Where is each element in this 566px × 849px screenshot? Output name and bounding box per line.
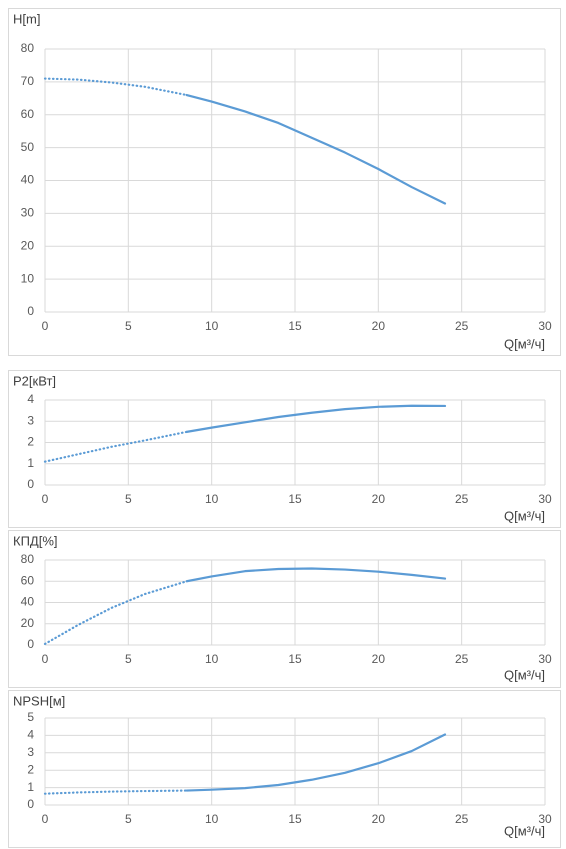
x-tick-label: 30 bbox=[538, 319, 552, 333]
x-axis-label: Q[м³/ч] bbox=[504, 508, 545, 523]
y-tick-label: 0 bbox=[27, 304, 34, 318]
panel-frame bbox=[8, 690, 561, 848]
x-tick-label: 30 bbox=[538, 652, 552, 666]
y-tick-label: 80 bbox=[21, 41, 35, 55]
x-tick-label: 5 bbox=[125, 319, 132, 333]
y-tick-label: 20 bbox=[21, 238, 35, 252]
x-tick-label: 25 bbox=[455, 652, 469, 666]
x-tick-label: 25 bbox=[455, 492, 469, 506]
x-tick-label: 30 bbox=[538, 812, 552, 826]
x-tick-label: 20 bbox=[372, 812, 386, 826]
y-tick-label: 1 bbox=[27, 456, 34, 470]
x-tick-label: 0 bbox=[42, 652, 49, 666]
y-axis-label: H[m] bbox=[13, 11, 40, 26]
curve bbox=[43, 789, 188, 795]
x-axis-label: Q[м³/ч] bbox=[504, 823, 545, 838]
y-tick-label: 5 bbox=[27, 710, 34, 724]
y-tick-label: 30 bbox=[21, 206, 35, 220]
x-tick-label: 20 bbox=[372, 319, 386, 333]
y-tick-label: 3 bbox=[27, 413, 34, 427]
y-tick-label: 2 bbox=[27, 435, 34, 449]
panel-frame bbox=[8, 530, 561, 688]
y-tick-label: 10 bbox=[21, 271, 35, 285]
x-tick-label: 10 bbox=[205, 319, 219, 333]
y-tick-label: 70 bbox=[21, 74, 35, 88]
y-tick-label: 60 bbox=[21, 573, 35, 587]
x-tick-label: 0 bbox=[42, 812, 49, 826]
x-axis-label: Q[м³/ч] bbox=[504, 667, 545, 682]
x-tick-label: 20 bbox=[372, 652, 386, 666]
x-tick-label: 10 bbox=[205, 812, 219, 826]
x-tick-label: 5 bbox=[125, 812, 132, 826]
y-axis-label: КПД[%] bbox=[13, 533, 58, 548]
y-tick-label: 4 bbox=[27, 728, 34, 742]
curve bbox=[43, 430, 188, 463]
x-tick-label: 0 bbox=[42, 319, 49, 333]
curve bbox=[185, 404, 447, 433]
y-tick-label: 80 bbox=[21, 552, 35, 566]
y-tick-label: 1 bbox=[27, 780, 34, 794]
y-tick-label: 2 bbox=[27, 762, 34, 776]
panel-frame bbox=[8, 8, 561, 356]
curve bbox=[43, 77, 188, 97]
x-tick-label: 15 bbox=[288, 652, 302, 666]
curve bbox=[185, 733, 447, 792]
x-tick-label: 25 bbox=[455, 812, 469, 826]
x-tick-label: 10 bbox=[205, 492, 219, 506]
x-tick-label: 10 bbox=[205, 652, 219, 666]
curve bbox=[185, 93, 447, 205]
y-tick-label: 40 bbox=[21, 595, 35, 609]
curve bbox=[185, 567, 447, 583]
y-tick-label: 0 bbox=[27, 637, 34, 651]
x-tick-label: 30 bbox=[538, 492, 552, 506]
curve bbox=[43, 580, 188, 646]
y-tick-label: 50 bbox=[21, 140, 35, 154]
x-axis-label: Q[м³/ч] bbox=[504, 336, 545, 351]
x-tick-label: 5 bbox=[125, 652, 132, 666]
y-tick-label: 0 bbox=[27, 477, 34, 491]
y-tick-label: 0 bbox=[27, 797, 34, 811]
x-tick-label: 15 bbox=[288, 492, 302, 506]
x-tick-label: 5 bbox=[125, 492, 132, 506]
y-axis-label: P2[кВт] bbox=[13, 373, 56, 388]
y-tick-label: 20 bbox=[21, 616, 35, 630]
x-tick-label: 20 bbox=[372, 492, 386, 506]
x-tick-label: 25 bbox=[455, 319, 469, 333]
x-tick-label: 15 bbox=[288, 319, 302, 333]
y-axis-label: NPSH[м] bbox=[13, 693, 65, 708]
x-tick-label: 15 bbox=[288, 812, 302, 826]
panel-frame bbox=[8, 370, 561, 528]
y-tick-label: 40 bbox=[21, 173, 35, 187]
x-tick-label: 0 bbox=[42, 492, 49, 506]
y-tick-label: 4 bbox=[27, 392, 34, 406]
y-tick-label: 3 bbox=[27, 745, 34, 759]
y-tick-label: 60 bbox=[21, 107, 35, 121]
